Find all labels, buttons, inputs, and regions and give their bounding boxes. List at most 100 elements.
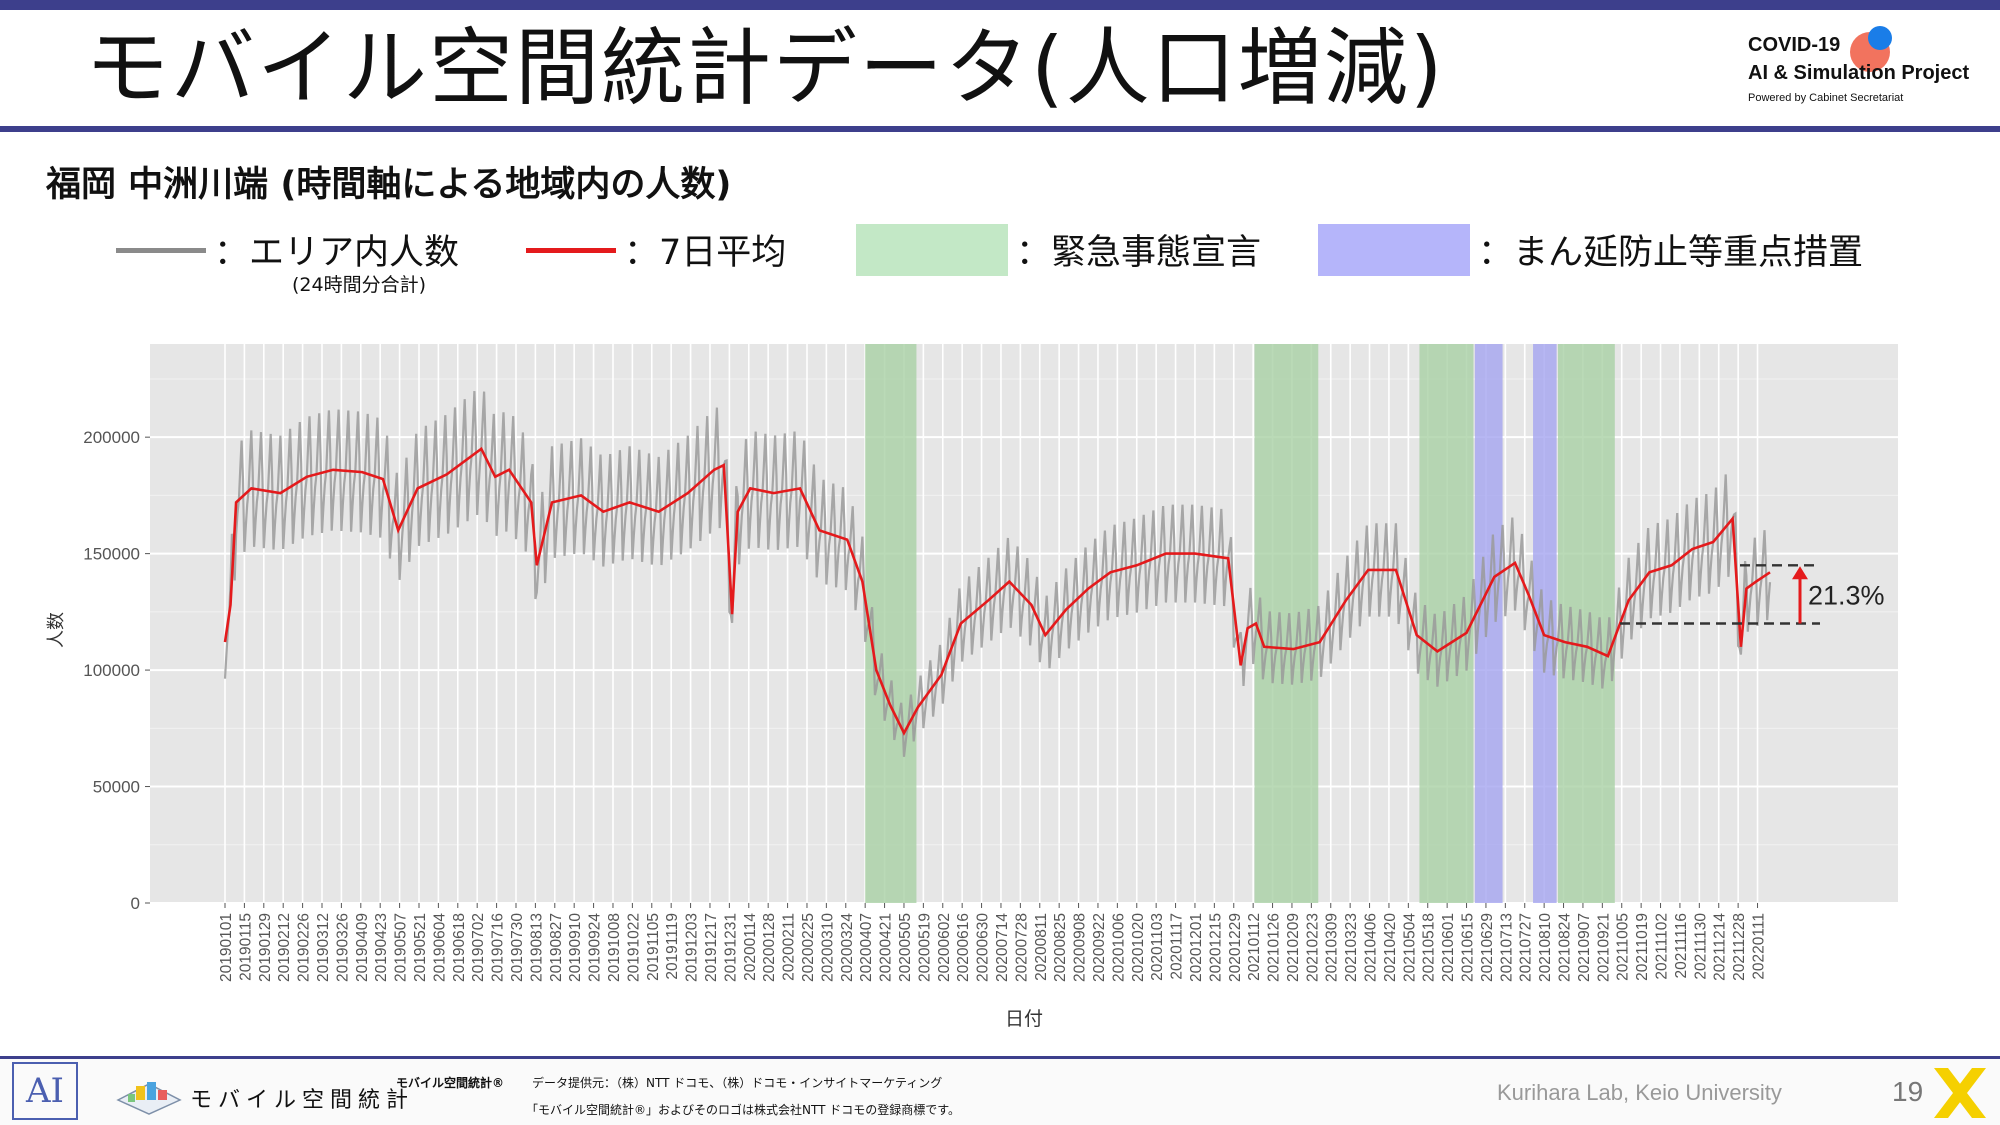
x-tick-label: 20211005 <box>1615 913 1632 981</box>
x-tick-label: 20210907 <box>1576 913 1593 982</box>
x-tick-label: 20201201 <box>1188 913 1205 982</box>
legend-raw-note: (24時間分合計) <box>292 274 427 296</box>
footer-lab: Kurihara Lab, Keio University <box>1497 1080 1782 1105</box>
legend-avg-label: ：7日平均 <box>624 233 787 273</box>
x-tick-label: 20200714 <box>994 913 1011 982</box>
x-tick-label: 20190813 <box>528 913 545 982</box>
x-tick-label: 20200324 <box>839 913 856 982</box>
x-tick-label: 20200128 <box>761 913 778 982</box>
x-tick-label: 20210112 <box>1246 913 1263 981</box>
x-tick-label: 20210713 <box>1498 913 1515 982</box>
x-tick-label: 20201006 <box>1110 913 1127 982</box>
x-tick-label: 20201020 <box>1130 913 1147 982</box>
y-axis-label: 人数 <box>46 612 67 648</box>
top-accent-bar <box>0 0 2000 10</box>
x-tick-label: 20200225 <box>800 913 817 982</box>
x-tick-label: 20190827 <box>548 913 565 982</box>
x-tick-label: 20201117 <box>1169 913 1186 980</box>
region-emergency <box>1557 344 1615 903</box>
x-tick-label: 20200630 <box>975 913 992 982</box>
x-tick-label: 20211228 <box>1731 913 1748 981</box>
logo-blue-dot-icon <box>1868 26 1892 50</box>
footer-trademark: 「モバイル空間統計®」およびそのロゴは株式会社NTT ドコモの登録商標です。 <box>526 1103 961 1117</box>
x-tick-label: 20211130 <box>1692 913 1709 980</box>
x-tick-label: 20191105 <box>645 913 662 981</box>
x-tick-label: 20210824 <box>1557 913 1574 982</box>
x-tick-label: 20210615 <box>1460 913 1477 982</box>
x-tick-label: 20210209 <box>1285 913 1302 982</box>
x-tick-label: 20210406 <box>1363 913 1380 982</box>
x-tick-label: 20200811 <box>1033 913 1050 981</box>
x-tick-label: 20200728 <box>1013 913 1030 982</box>
x-tick-label: 20210727 <box>1518 913 1535 982</box>
x-tick-label: 20190507 <box>393 913 410 982</box>
x-tick-label: 20201229 <box>1227 913 1244 982</box>
x-tick-label: 20190924 <box>587 913 604 982</box>
x-tick-label: 20210518 <box>1421 913 1438 982</box>
x-tick-label: 20200519 <box>916 913 933 982</box>
x-tick-label: 20211102 <box>1654 913 1671 980</box>
x-tick-label: 20190716 <box>490 913 507 982</box>
x-tick-label: 20200211 <box>781 913 798 981</box>
x-tick-label: 20200114 <box>742 913 759 981</box>
annotation-arrowhead-icon <box>1792 566 1808 580</box>
x-tick-label: 20200310 <box>819 913 836 982</box>
page-number: 19 <box>1892 1076 1924 1107</box>
x-tick-label: 20211116 <box>1673 913 1690 979</box>
x-tick-label: 20191119 <box>664 913 681 980</box>
x-tick-label: 20200421 <box>878 913 895 982</box>
x-tick-label: 20190212 <box>276 913 293 982</box>
x-tick-label: 20210921 <box>1595 913 1612 982</box>
x-tick-label: 20190312 <box>315 913 332 982</box>
x-tick-label: 20200407 <box>858 913 875 982</box>
legend-avg-swatch <box>526 248 616 253</box>
x-tick-label: 20190521 <box>412 913 429 982</box>
x-tick-label: 20210309 <box>1324 913 1341 982</box>
footer-divider <box>0 1056 2000 1059</box>
x-tick-label: 20191008 <box>606 913 623 982</box>
series-7day-average <box>223 446 1771 736</box>
slide-title: モバイル空間統計データ(人口増減) <box>85 19 1445 117</box>
x-tick-label: 20190730 <box>509 913 526 982</box>
annotation-percent: 21.3% <box>1808 580 1885 610</box>
x-axis-label: 日付 <box>1005 1008 1043 1030</box>
plot-panel <box>150 344 1898 903</box>
legend-semi-swatch <box>1318 224 1470 276</box>
series-raw-daily <box>223 391 1772 757</box>
mobile-spatial-stats-logo-icon <box>116 1082 182 1115</box>
x-tick-label: 20200616 <box>955 913 972 982</box>
footer-brand-small: モバイル空間統計® <box>396 1076 505 1090</box>
logo-line2: AI & Simulation Project <box>1748 62 1970 84</box>
x-tick-label: 20200505 <box>897 913 914 982</box>
x-tick-label: 20191217 <box>703 913 720 982</box>
y-tick-label: 100000 <box>83 661 140 680</box>
legend-emergency-swatch <box>856 224 1008 276</box>
y-tick-label: 0 <box>131 894 140 913</box>
x-tick-label: 20200602 <box>936 913 953 982</box>
header-divider <box>0 126 2000 132</box>
x-tick-label: 20210504 <box>1401 913 1418 982</box>
legend-semi-label: ：まん延防止等重点措置 <box>1478 233 1864 273</box>
legend-raw-swatch <box>116 248 206 253</box>
x-tick-label: 20211019 <box>1634 913 1651 981</box>
x-tick-label: 20190129 <box>257 913 274 982</box>
x-tick-label: 20200908 <box>1072 913 1089 982</box>
lab-logo-icon: AI <box>12 1062 78 1120</box>
x-tick-label: 20190326 <box>334 913 351 982</box>
logo-line3: Powered by Cabinet Secretariat <box>1748 92 1904 104</box>
x-tick-label: 20210223 <box>1304 913 1321 982</box>
x-tick-label: 20210323 <box>1343 913 1360 982</box>
x-tick-label: 20190115 <box>237 913 254 981</box>
x-tick-label: 20201103 <box>1149 913 1166 981</box>
x-tick-label: 20210601 <box>1440 913 1457 982</box>
x-tick-label: 20190604 <box>431 913 448 982</box>
x-tick-label: 20220111 <box>1751 913 1768 980</box>
x-tick-label: 20211214 <box>1712 913 1729 981</box>
y-tick-label: 50000 <box>93 778 140 797</box>
legend-emergency-label: ：緊急事態宣言 <box>1016 233 1262 273</box>
x-brand-icon <box>1934 1068 1986 1118</box>
x-tick-label: 20190409 <box>354 913 371 982</box>
x-tick-label: 20200825 <box>1052 913 1069 982</box>
legend-raw-label: ：エリア内人数 <box>214 233 460 273</box>
chart-subtitle: 福岡 中洲川端 (時間軸による地域内の人数) <box>46 165 732 205</box>
